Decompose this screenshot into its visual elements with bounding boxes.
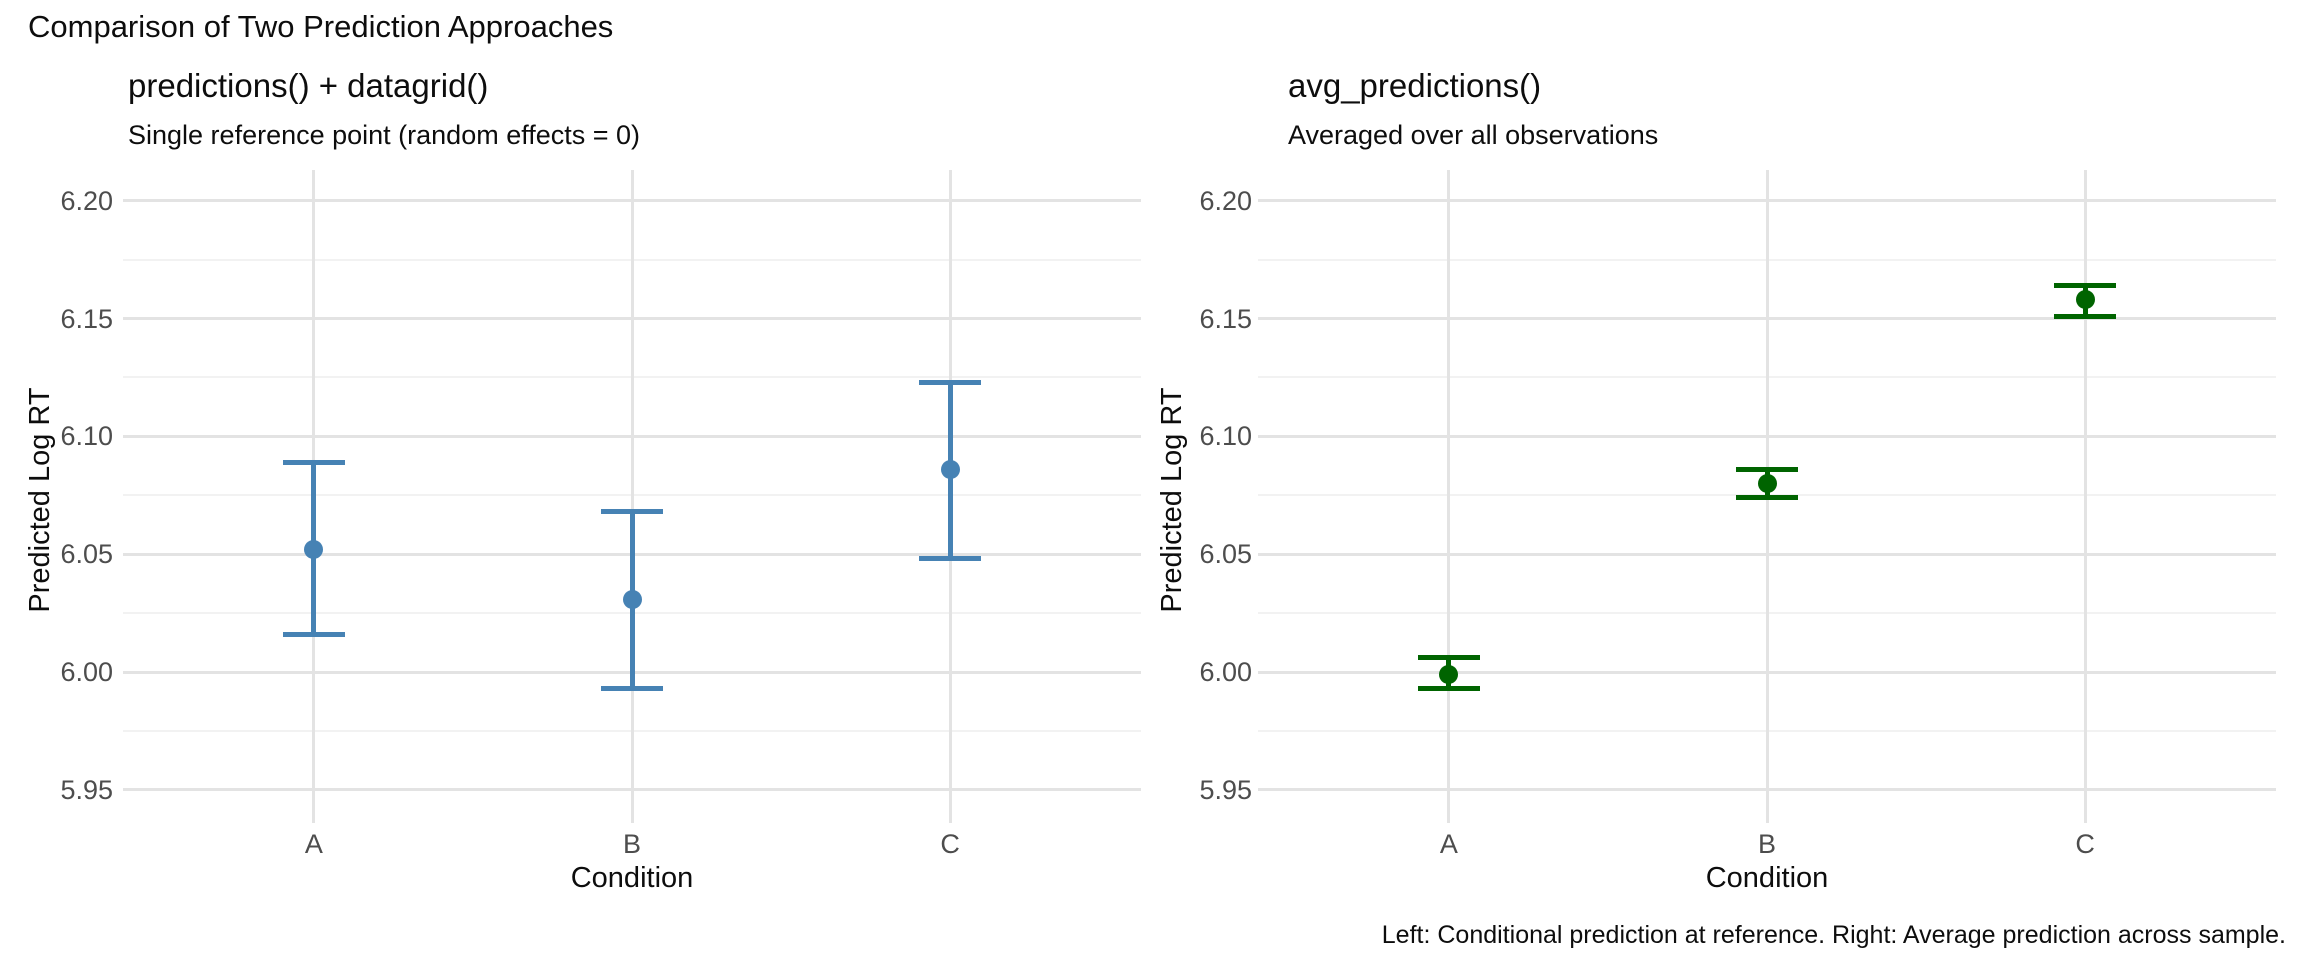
right-panel-title: avg_predictions() xyxy=(1288,67,1542,104)
x-tick-label: A xyxy=(304,829,323,859)
left-panel-title: predictions() + datagrid() xyxy=(128,67,489,104)
x-tick-label: B xyxy=(1757,829,1776,859)
y-tick-label: 6.05 xyxy=(60,539,113,570)
x-tick-label: B xyxy=(622,829,641,859)
error-bar-cap-top xyxy=(601,509,663,515)
y-tick-label: 6.10 xyxy=(1199,421,1252,452)
x-tick-label: A xyxy=(1439,829,1458,859)
error-bar-cap-bottom xyxy=(919,556,982,562)
gridline-x xyxy=(630,170,634,823)
data-point xyxy=(940,459,960,479)
data-point xyxy=(304,540,324,560)
figure-caption: Left: Conditional prediction at referenc… xyxy=(1381,921,2286,949)
y-tick-label: 6.20 xyxy=(60,185,113,216)
y-tick-label: 6.00 xyxy=(1199,657,1252,688)
error-bar-cap-top xyxy=(2054,283,2117,288)
gridline-x xyxy=(2083,170,2087,823)
left-x-axis-title: Condition xyxy=(570,862,694,894)
y-tick-label: 5.95 xyxy=(60,774,113,805)
y-tick-label: 6.00 xyxy=(60,657,113,688)
error-bar-cap-top xyxy=(1736,466,1798,472)
error-bar-cap-bottom xyxy=(1417,686,1480,692)
x-tick-label: C xyxy=(940,829,960,859)
data-point xyxy=(622,589,642,609)
left-panel-subtitle: Single reference point (random effects =… xyxy=(128,120,641,150)
y-tick-label: 6.20 xyxy=(1199,185,1252,216)
right-x-axis-title: Condition xyxy=(1705,862,1829,894)
data-point xyxy=(2075,290,2095,310)
left-y-axis-title: Predicted Log RT xyxy=(24,387,56,613)
data-point xyxy=(1439,664,1459,684)
error-bar-cap-bottom xyxy=(282,631,345,637)
right-panel-subtitle: Averaged over all observations xyxy=(1288,120,1659,150)
error-bar-cap-top xyxy=(1417,655,1480,661)
x-tick-label: C xyxy=(2075,829,2095,859)
y-tick-label: 6.15 xyxy=(60,303,113,334)
data-point xyxy=(1757,474,1777,494)
y-tick-label: 6.10 xyxy=(60,421,113,452)
error-bar-cap-bottom xyxy=(2054,313,2117,319)
error-bar-cap-bottom xyxy=(601,686,663,692)
error-bar-cap-top xyxy=(282,459,345,465)
y-tick-label: 5.95 xyxy=(1199,774,1252,805)
y-tick-label: 6.15 xyxy=(1199,303,1252,334)
error-bar-cap-top xyxy=(919,379,982,385)
figure-title: Comparison of Two Prediction Approaches xyxy=(28,9,614,44)
right-y-axis-title: Predicted Log RT xyxy=(1156,387,1188,613)
y-tick-label: 6.05 xyxy=(1199,539,1252,570)
error-bar-cap-bottom xyxy=(1736,495,1798,501)
gridline-x xyxy=(1447,170,1451,823)
